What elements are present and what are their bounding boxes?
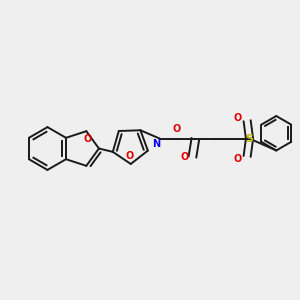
Text: O: O — [233, 154, 242, 164]
Text: O: O — [181, 152, 189, 162]
Text: O: O — [233, 113, 242, 123]
Text: N: N — [152, 139, 160, 149]
Text: O: O — [84, 134, 92, 144]
Text: O: O — [125, 151, 134, 160]
Text: O: O — [173, 124, 181, 134]
Text: S: S — [245, 134, 253, 144]
